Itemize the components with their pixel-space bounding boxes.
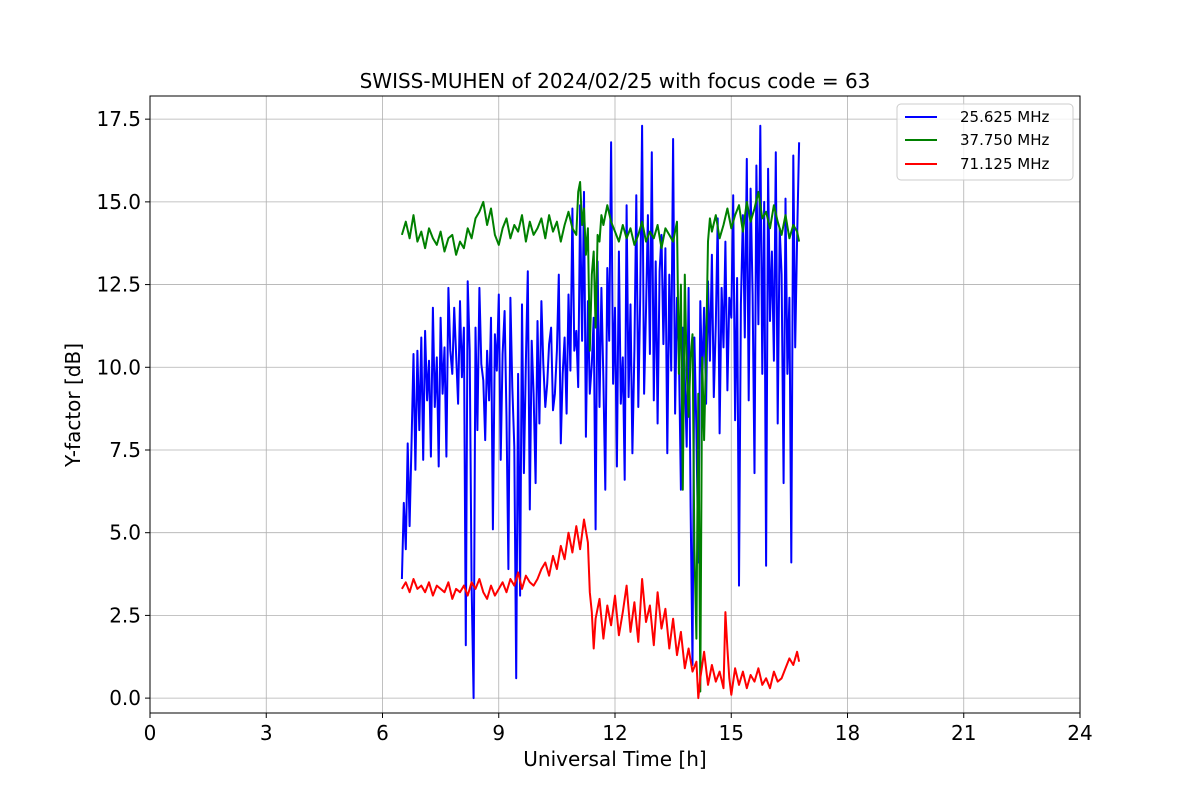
y-tick-label: 2.5 <box>109 603 141 627</box>
y-axis-label: Y-factor [dB] <box>61 343 85 468</box>
legend: 25.625 MHz 37.750 MHz 71.125 MHz <box>896 103 1074 181</box>
legend-label-37750: 37.750 MHz <box>960 131 1049 149</box>
x-tick-label: 3 <box>260 721 273 745</box>
x-tick-label: 6 <box>376 721 389 745</box>
series-line-1 <box>400 181 801 693</box>
x-tick-label: 0 <box>144 721 157 745</box>
series-line-2 <box>401 518 801 700</box>
y-tick-label: 12.5 <box>96 273 141 297</box>
legend-box <box>896 103 1074 181</box>
y-tick-label: 17.5 <box>96 107 141 131</box>
legend-label-25625: 25.625 MHz <box>960 108 1049 126</box>
legend-label-71125: 71.125 MHz <box>960 155 1049 173</box>
x-tick-label: 15 <box>719 721 744 745</box>
x-tick-label: 24 <box>1067 721 1092 745</box>
series-lines <box>400 124 801 700</box>
series-line-0 <box>400 124 801 700</box>
y-tick-label: 7.5 <box>109 438 141 462</box>
x-tick-label: 12 <box>602 721 627 745</box>
axis-ticks: 0 3 6 9 12 15 18 21 24 0.0 2.5 5.0 7.5 10.0 12.5 15.0 17… <box>96 107 1092 745</box>
x-axis-label: Universal Time [h] <box>523 747 706 771</box>
y-tick-label: 5.0 <box>109 521 141 545</box>
y-tick-label: 10.0 <box>96 355 141 379</box>
x-tick-label: 21 <box>951 721 976 745</box>
y-tick-label: 15.0 <box>96 190 141 214</box>
x-tick-label: 9 <box>492 721 505 745</box>
chart-title: SWISS-MUHEN of 2024/02/25 with focus cod… <box>360 69 871 93</box>
x-tick-label: 18 <box>835 721 860 745</box>
y-tick-label: 0.0 <box>109 686 141 710</box>
